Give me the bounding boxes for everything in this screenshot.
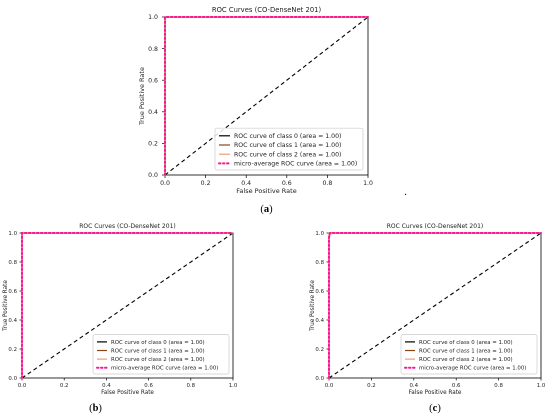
roc-panel-c: ROC Curves (CO-DenseNet 201) 0.0 0.2 0.4 0.6… (310, 223, 546, 414)
legend-label: micro-average ROC curve (area = 1.00) (111, 366, 218, 372)
x-axis-label: False Positive Rate (101, 390, 154, 396)
y-tick-label: 0.8 (148, 46, 158, 53)
roc-series-line-3 (21, 232, 234, 379)
roc-panel-b: ROC Curves (CO-DenseNet 201) 0.0 0.2 0.4 0.6… (3, 223, 238, 414)
x-tick-label: 0.6 (452, 383, 461, 389)
x-tick-label: 0.0 (160, 180, 170, 187)
x-tick-label: 0.4 (241, 180, 251, 187)
chart-title: ROC Curves (CO-DenseNet 201) (79, 223, 175, 230)
x-tick-label: 0.0 (18, 383, 27, 389)
chart-title: ROC Curves (CO-DenseNet 201) (387, 223, 483, 230)
chance-diagonal-line (328, 232, 542, 379)
y-tick-label: 0.2 (148, 141, 158, 148)
y-tick-label: 1.0 (8, 231, 17, 237)
legend-box (214, 127, 364, 171)
stray-mark: . (404, 187, 407, 198)
y-tick-label: 0.2 (315, 347, 324, 353)
panel-caption: (c) (429, 403, 441, 414)
x-tick-label: 0.0 (325, 383, 334, 389)
y-tick-label: 0.6 (8, 289, 17, 295)
legend-label: micro-average ROC curve (area = 1.00) (234, 161, 357, 168)
x-tick-label: 0.4 (102, 383, 111, 389)
y-tick-label: 0.4 (315, 318, 324, 324)
x-tick-label: 0.2 (60, 383, 69, 389)
chart-title: ROC Curves (CO-DenseNet 201) (212, 6, 322, 14)
y-axis-label: True Positive Rate (138, 67, 146, 126)
legend-label: ROC curve of class 0 (area = 1.00) (419, 340, 513, 346)
legend-label: ROC curve of class 0 (area = 1.00) (111, 340, 205, 346)
legend-label: micro-average ROC curve (area = 1.00) (419, 366, 526, 372)
y-tick-label: 0.0 (8, 376, 17, 382)
x-tick-label: 1.0 (229, 383, 238, 389)
legend-label: ROC curve of class 2 (area = 1.00) (234, 151, 341, 158)
y-tick-label: 0.4 (148, 109, 158, 116)
legend-label: ROC curve of class 0 (area = 1.00) (234, 133, 341, 140)
x-axis-label: False Positive Rate (409, 390, 462, 396)
x-tick-label: 0.8 (494, 383, 503, 389)
x-tick-label: 0.8 (322, 180, 332, 187)
legend-label: ROC curve of class 1 (area = 1.00) (111, 348, 205, 354)
legend-box (92, 334, 230, 375)
x-tick-label: 0.8 (187, 383, 196, 389)
x-tick-label: 0.2 (201, 180, 211, 187)
y-tick-label: 0.2 (8, 347, 17, 353)
y-tick-label: 1.0 (315, 231, 324, 237)
panel-caption: (a) (260, 204, 273, 215)
x-tick-label: 0.6 (144, 383, 153, 389)
y-tick-label: 0.8 (315, 260, 324, 266)
y-axis-label: True Positive Rate (3, 280, 9, 332)
legend-box (400, 334, 538, 375)
legend-label: ROC curve of class 1 (area = 1.00) (419, 348, 513, 354)
y-tick-label: 0.6 (315, 289, 324, 295)
y-tick-label: 0.6 (148, 77, 158, 84)
x-tick-label: 1.0 (363, 180, 373, 187)
y-tick-label: 0.4 (8, 318, 17, 324)
x-tick-label: 0.4 (410, 383, 419, 389)
y-tick-label: 0.8 (8, 260, 17, 266)
chance-diagonal-line (164, 16, 369, 176)
roc-series-line-3 (328, 232, 542, 379)
legend-label: ROC curve of class 2 (area = 1.00) (111, 357, 205, 363)
legend-label: ROC curve of class 2 (area = 1.00) (419, 357, 513, 363)
x-tick-label: 1.0 (537, 383, 546, 389)
y-tick-label: 0.0 (148, 172, 158, 179)
y-axis-label: True Positive Rate (310, 280, 316, 332)
panel-caption: (b) (89, 403, 102, 414)
x-tick-label: 0.2 (367, 383, 376, 389)
x-tick-label: 0.6 (282, 180, 292, 187)
y-tick-label: 0.0 (315, 376, 324, 382)
y-tick-label: 1.0 (148, 14, 158, 21)
legend-label: ROC curve of class 1 (area = 1.00) (234, 142, 341, 149)
roc-panel-a: ROC Curves (CO-DenseNet 201) 0.0 0.2 0.4 0.6… (138, 6, 373, 215)
x-axis-label: False Positive Rate (236, 187, 296, 195)
roc-series-line-3 (164, 16, 369, 176)
chance-diagonal-line (21, 232, 234, 379)
